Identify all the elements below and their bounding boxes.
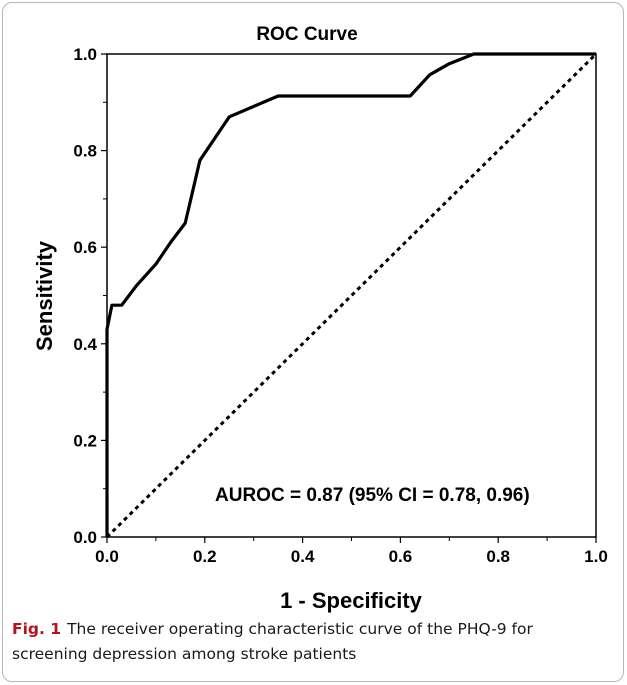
auroc-annotation: AUROC = 0.87 (95% CI = 0.78, 0.96) — [215, 485, 530, 506]
x-tick-label: 0.0 — [95, 547, 119, 566]
y-tick-label: 0.2 — [73, 431, 97, 450]
y-tick-label: 1.0 — [73, 45, 97, 64]
x-tick-label: 1.0 — [584, 547, 608, 566]
x-tick-label: 0.4 — [291, 547, 315, 566]
caption-text: The receiver operating characteristic cu… — [12, 620, 533, 663]
roc-chart: ROC Curve 0.0 0.2 0.4 0.6 0.8 1.0 0.0 0.2 0.4 0.6… — [32, 24, 608, 613]
y-tick-label: 0.6 — [73, 238, 97, 257]
figure-label: Fig. 1 — [12, 620, 62, 638]
chart-title: ROC Curve — [256, 24, 357, 45]
roc-curve-line — [105, 52, 596, 537]
x-tick-label: 0.6 — [389, 547, 413, 566]
y-axis-label: Sensitivity — [32, 240, 57, 351]
figure-caption: Fig. 1 The receiver operating characteris… — [12, 617, 612, 667]
x-axis-label: 1 - Specificity — [280, 588, 423, 613]
y-tick-label: 0.0 — [73, 528, 97, 547]
x-tick-label: 0.2 — [193, 547, 217, 566]
x-tick-label: 0.8 — [486, 547, 510, 566]
y-tick-label: 0.8 — [73, 142, 97, 161]
reference-diagonal-line — [105, 52, 598, 539]
y-tick-label: 0.4 — [73, 335, 97, 354]
